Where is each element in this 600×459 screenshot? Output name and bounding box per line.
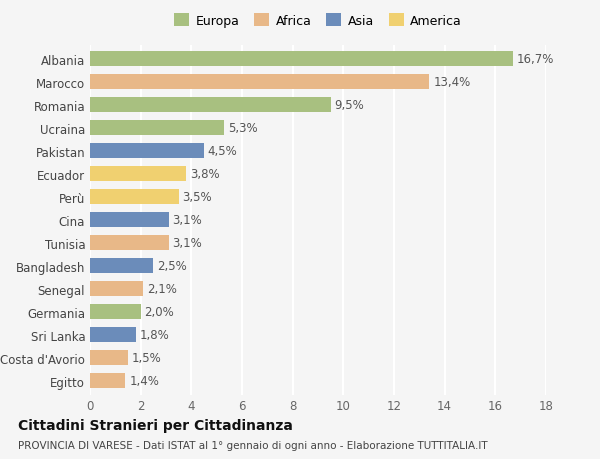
Bar bbox=[90, 374, 125, 388]
Bar bbox=[90, 328, 136, 342]
Text: 4,5%: 4,5% bbox=[208, 145, 238, 158]
Text: 1,5%: 1,5% bbox=[132, 352, 161, 364]
Text: 16,7%: 16,7% bbox=[517, 53, 554, 66]
Bar bbox=[90, 121, 224, 136]
Bar bbox=[90, 305, 140, 319]
Text: 2,0%: 2,0% bbox=[145, 306, 174, 319]
Bar bbox=[90, 213, 169, 228]
Text: 1,4%: 1,4% bbox=[129, 375, 159, 387]
Bar bbox=[90, 167, 186, 182]
Text: 3,5%: 3,5% bbox=[182, 191, 212, 204]
Text: 2,5%: 2,5% bbox=[157, 260, 187, 273]
Bar bbox=[90, 259, 154, 274]
Text: 5,3%: 5,3% bbox=[228, 122, 257, 135]
Text: 13,4%: 13,4% bbox=[433, 76, 470, 89]
Bar bbox=[90, 351, 128, 365]
Bar bbox=[90, 236, 169, 251]
Text: Cittadini Stranieri per Cittadinanza: Cittadini Stranieri per Cittadinanza bbox=[18, 418, 293, 431]
Bar bbox=[90, 190, 179, 205]
Text: 3,8%: 3,8% bbox=[190, 168, 220, 181]
Bar bbox=[90, 75, 430, 90]
Text: 9,5%: 9,5% bbox=[334, 99, 364, 112]
Bar bbox=[90, 52, 513, 67]
Bar bbox=[90, 282, 143, 297]
Text: 3,1%: 3,1% bbox=[172, 237, 202, 250]
Bar bbox=[90, 98, 331, 113]
Text: PROVINCIA DI VARESE - Dati ISTAT al 1° gennaio di ogni anno - Elaborazione TUTTI: PROVINCIA DI VARESE - Dati ISTAT al 1° g… bbox=[18, 440, 488, 450]
Text: 3,1%: 3,1% bbox=[172, 214, 202, 227]
Bar bbox=[90, 144, 204, 159]
Text: 1,8%: 1,8% bbox=[139, 329, 169, 341]
Text: 2,1%: 2,1% bbox=[147, 283, 177, 296]
Legend: Europa, Africa, Asia, America: Europa, Africa, Asia, America bbox=[169, 9, 467, 33]
